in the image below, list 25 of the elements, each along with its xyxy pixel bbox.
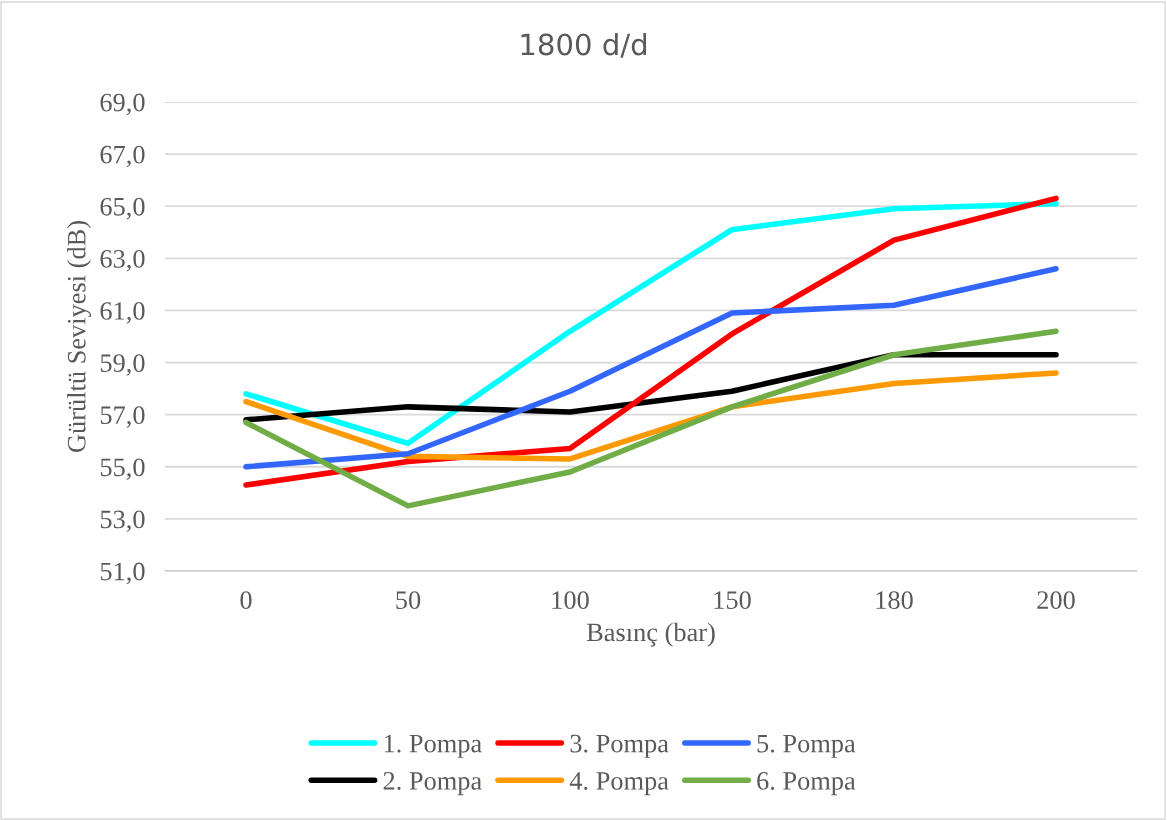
y-axis-title: Gürültü Seviyesi (dB): [67, 221, 92, 452]
legend-label: 2. Pompa: [383, 772, 482, 796]
x-tick-label: 150: [714, 591, 751, 610]
y-tick-label: 59,0: [100, 354, 145, 376]
y-tick-label: 69,0: [100, 93, 145, 116]
y-tick-label: 61,0: [100, 302, 145, 324]
x-tick-label: 50: [396, 591, 421, 610]
y-tick-label: 63,0: [100, 249, 145, 272]
y-tick-label: 65,0: [100, 197, 145, 220]
legend-label: 5. Pompa: [757, 734, 856, 758]
x-tick-label: 180: [876, 591, 913, 610]
y-tick-label: 53,0: [100, 510, 145, 533]
x-tick-label: 200: [1037, 591, 1075, 610]
legend-label: 4. Pompa: [569, 772, 669, 796]
x-tick-label: 100: [552, 591, 589, 610]
y-tick-label: 67,0: [100, 145, 145, 168]
legend-label: 6. Pompa: [757, 772, 856, 796]
chart-title: 1800 d/d: [521, 32, 647, 58]
x-axis-title: Basınç (bar): [586, 622, 715, 647]
legend-label: 3. Pompa: [570, 734, 669, 758]
x-tick-label: 0: [240, 591, 252, 610]
y-tick-label: 51,0: [100, 562, 145, 585]
y-tick-label: 57,0: [100, 406, 145, 428]
y-tick-label: 55,0: [100, 458, 145, 480]
legend-label: 1. Pompa: [384, 734, 482, 758]
